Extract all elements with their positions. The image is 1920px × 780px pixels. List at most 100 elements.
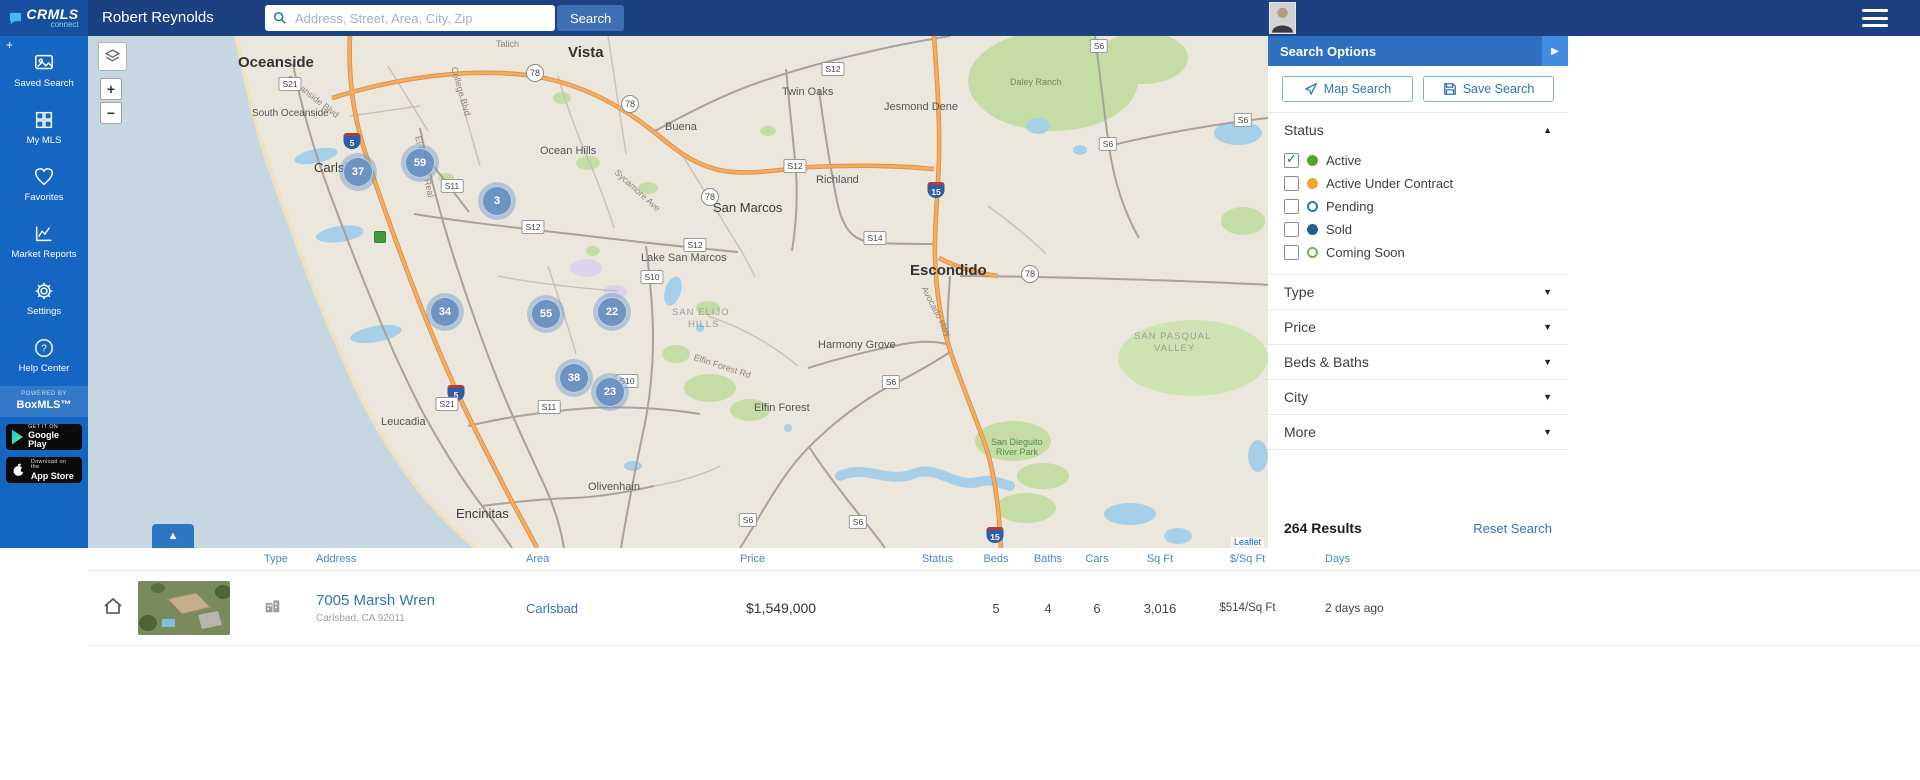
sidebar-item-market-reports[interactable]: Market Reports bbox=[0, 213, 88, 270]
column-header-beds[interactable]: Beds bbox=[983, 553, 1009, 565]
status-option-coming-soon[interactable]: Coming Soon bbox=[1268, 241, 1568, 264]
map-label: VALLEY bbox=[1154, 343, 1196, 354]
column-header-status[interactable]: Status bbox=[921, 553, 954, 565]
column-header-days[interactable]: Days bbox=[1325, 553, 1351, 565]
filter-section-type[interactable]: Type ▼ bbox=[1268, 274, 1568, 309]
listing-cluster[interactable]: 22 bbox=[593, 293, 631, 331]
sidebar-item-my-mls[interactable]: My MLS bbox=[0, 99, 88, 156]
county-route-shield: S6 bbox=[1089, 39, 1109, 53]
listing-address-link[interactable]: 7005 Marsh Wren bbox=[316, 592, 435, 609]
cluster-count: 22 bbox=[597, 297, 627, 327]
results-drawer-toggle[interactable]: ▲ bbox=[152, 524, 194, 548]
county-route-shield: S11 bbox=[440, 179, 464, 193]
building-icon bbox=[265, 600, 280, 613]
panel-collapse-button[interactable]: ▶ bbox=[1542, 36, 1568, 66]
status-option-active[interactable]: Active bbox=[1268, 149, 1568, 172]
column-header-address[interactable]: Address bbox=[316, 553, 357, 565]
app-store-badge[interactable]: Download on the App Store bbox=[6, 457, 82, 483]
filter-section-label: Beds & Baths bbox=[1284, 354, 1369, 370]
listing-cluster[interactable]: 55 bbox=[527, 295, 565, 333]
listing-sqft: 3,016 bbox=[1143, 600, 1177, 616]
status-option-label: Coming Soon bbox=[1326, 245, 1405, 260]
listing-area-link[interactable]: Carlsbad bbox=[526, 600, 579, 616]
map-label: Oceanside bbox=[238, 54, 314, 71]
status-option-sold[interactable]: Sold bbox=[1268, 218, 1568, 241]
filter-section-beds-baths[interactable]: Beds & Baths ▼ bbox=[1268, 344, 1568, 379]
add-icon[interactable]: + bbox=[6, 38, 14, 52]
column-header-type[interactable]: Type bbox=[264, 553, 288, 565]
panel-footer: 264 Results Reset Search bbox=[1284, 520, 1552, 536]
map-search-button[interactable]: Map Search bbox=[1282, 76, 1413, 102]
map-label: Escondido bbox=[910, 262, 987, 279]
menu-icon[interactable] bbox=[1862, 9, 1888, 27]
sidebar-item-favorites[interactable]: Favorites bbox=[0, 156, 88, 213]
listing-cluster[interactable]: 3 bbox=[478, 182, 516, 220]
checkbox[interactable] bbox=[1284, 222, 1299, 237]
my-mls-icon bbox=[35, 111, 53, 129]
sidebar-item-label: Saved Search bbox=[14, 78, 74, 89]
listing-thumbnail[interactable] bbox=[138, 581, 230, 635]
checkbox[interactable] bbox=[1284, 151, 1299, 168]
filter-section-city[interactable]: City ▼ bbox=[1268, 379, 1568, 414]
county-route-shield: S12 bbox=[521, 220, 545, 234]
listing-cluster[interactable]: 34 bbox=[426, 293, 464, 331]
save-search-button[interactable]: Save Search bbox=[1423, 76, 1554, 102]
zoom-in-button[interactable]: + bbox=[100, 78, 122, 100]
status-dot bbox=[1307, 155, 1318, 166]
listing-cluster[interactable]: 38 bbox=[555, 359, 593, 397]
county-route-shield: S11 bbox=[537, 400, 561, 414]
map-attribution[interactable]: Leaflet bbox=[1230, 537, 1264, 547]
powered-by-label: POWERED BY bbox=[21, 391, 67, 397]
county-route-shield: S12 bbox=[821, 62, 845, 76]
badge-bottom-text: App Store bbox=[30, 470, 74, 481]
filter-section-price[interactable]: Price ▼ bbox=[1268, 309, 1568, 344]
status-option-active-under-contract[interactable]: Active Under Contract bbox=[1268, 172, 1568, 195]
heart-icon bbox=[35, 168, 53, 186]
checkbox[interactable] bbox=[1284, 176, 1299, 191]
column-header-baths[interactable]: Baths bbox=[1033, 553, 1063, 565]
map-canvas[interactable]: Oceanside Vista San Marcos Escondido Enc… bbox=[88, 36, 1268, 548]
checkbox[interactable] bbox=[1284, 199, 1299, 214]
search-input[interactable] bbox=[293, 9, 547, 27]
county-route-shield: S6 bbox=[848, 515, 868, 529]
sidebar-item-settings[interactable]: Settings bbox=[0, 270, 88, 327]
sidebar-item-label: Favorites bbox=[24, 192, 64, 203]
topbar-search: Search bbox=[265, 5, 625, 31]
sidebar-item-saved-search[interactable]: Saved Search bbox=[0, 42, 88, 99]
user-avatar[interactable] bbox=[1269, 2, 1296, 34]
filter-section-status[interactable]: Status ▲ bbox=[1268, 113, 1568, 147]
map-label: San Dieguito bbox=[991, 437, 1043, 447]
map-layers-button[interactable] bbox=[98, 42, 127, 71]
aerial-photo bbox=[138, 581, 230, 635]
listing-row[interactable]: 7005 Marsh Wren Carlsbad, CA 92011 Carls… bbox=[88, 571, 1920, 646]
column-header-area[interactable]: Area bbox=[526, 553, 550, 565]
search-button[interactable]: Search bbox=[557, 5, 625, 31]
column-header-price[interactable]: Price bbox=[740, 553, 766, 565]
home-icon[interactable] bbox=[102, 595, 124, 617]
single-listing-marker[interactable] bbox=[374, 231, 386, 243]
filter-section-label: Status bbox=[1284, 122, 1324, 138]
column-header-price-per-sqft[interactable]: $/Sq Ft bbox=[1229, 553, 1266, 565]
listing-cluster[interactable]: 23 bbox=[591, 373, 629, 411]
checkbox[interactable] bbox=[1284, 245, 1299, 260]
county-route-shield: S10 bbox=[640, 270, 664, 284]
column-header-cars[interactable]: Cars bbox=[1085, 553, 1109, 565]
listing-price: $1,549,000 bbox=[746, 600, 817, 616]
google-play-badge[interactable]: GET IT ON Google Play bbox=[6, 424, 82, 450]
apple-icon bbox=[13, 463, 26, 476]
county-route-shield: S6 bbox=[881, 375, 901, 389]
column-header-sqft[interactable]: Sq Ft bbox=[1146, 553, 1174, 565]
status-option-pending[interactable]: Pending bbox=[1268, 195, 1568, 218]
reset-search-link[interactable]: Reset Search bbox=[1473, 520, 1552, 536]
chevron-down-icon: ▼ bbox=[1543, 322, 1552, 332]
sidebar-item-help-center[interactable]: ? Help Center bbox=[0, 327, 88, 384]
listing-cluster[interactable]: 37 bbox=[339, 153, 377, 191]
filter-section-more[interactable]: More ▼ bbox=[1268, 414, 1568, 449]
zoom-out-button[interactable]: − bbox=[100, 102, 122, 124]
listing-cluster[interactable]: 59 bbox=[401, 144, 439, 182]
filter-section-label: City bbox=[1284, 389, 1309, 405]
results-table: Type Address Area Price Status Beds Bath… bbox=[0, 548, 1920, 780]
save-icon bbox=[1443, 83, 1456, 95]
brand-logo[interactable]: CRMLS connect bbox=[0, 0, 88, 36]
